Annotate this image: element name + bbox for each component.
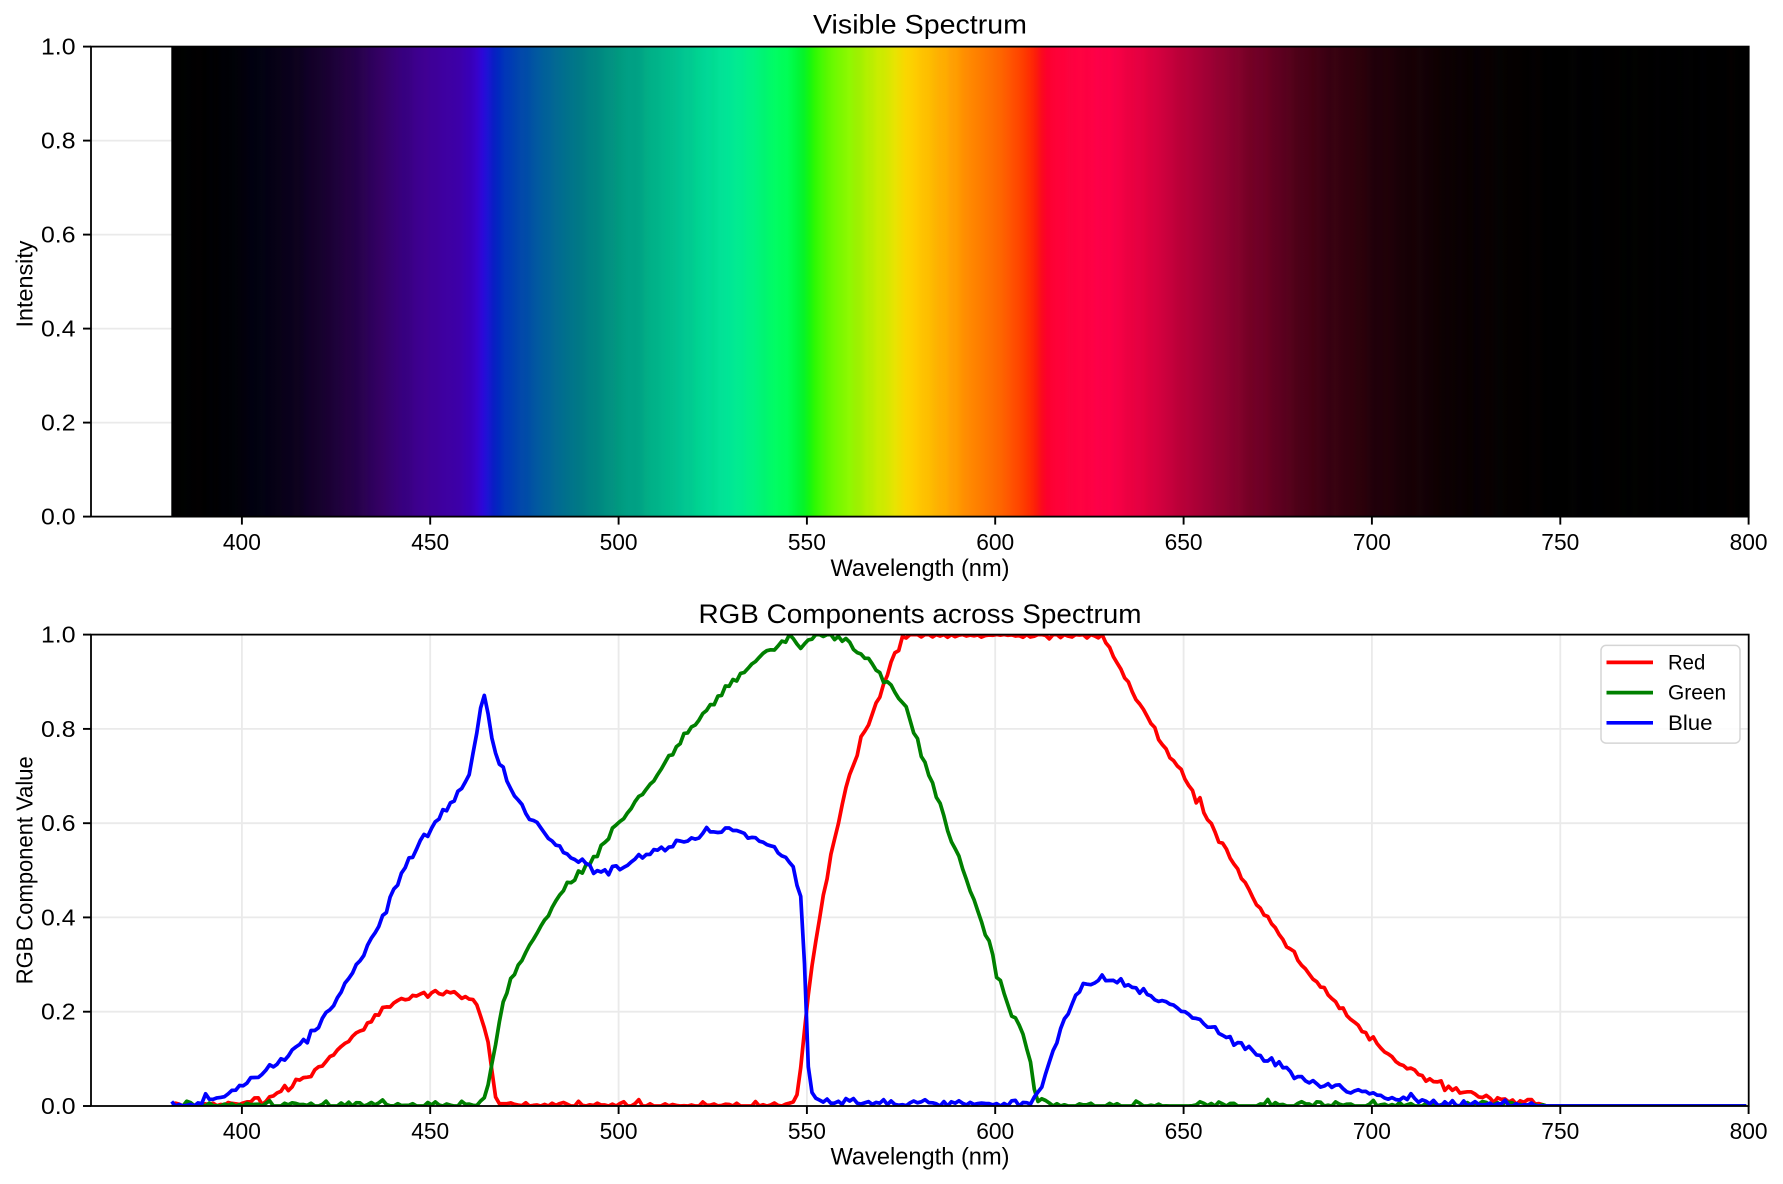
svg-text:450: 450 [411,1118,449,1144]
svg-text:0.2: 0.2 [41,410,76,436]
svg-text:0.6: 0.6 [41,222,76,248]
svg-text:400: 400 [223,1118,261,1144]
svg-text:RGB Components across Spectrum: RGB Components across Spectrum [699,599,1142,629]
svg-text:1.0: 1.0 [41,622,76,648]
svg-text:600: 600 [976,1118,1014,1144]
svg-text:700: 700 [1353,1118,1391,1144]
svg-text:400: 400 [223,529,261,555]
svg-text:0.2: 0.2 [41,999,76,1025]
svg-text:0.0: 0.0 [41,504,76,530]
svg-text:750: 750 [1541,1118,1579,1144]
svg-text:0.4: 0.4 [41,904,76,930]
svg-text:550: 550 [788,1118,826,1144]
svg-text:0.8: 0.8 [41,716,76,742]
svg-text:650: 650 [1165,529,1203,555]
svg-text:700: 700 [1353,529,1391,555]
svg-text:500: 500 [600,529,638,555]
svg-text:0.4: 0.4 [41,316,76,342]
svg-text:450: 450 [411,529,449,555]
svg-text:650: 650 [1165,1118,1203,1144]
svg-text:550: 550 [788,529,826,555]
svg-text:Intensity: Intensity [12,240,38,328]
svg-text:Red: Red [1668,652,1705,675]
svg-text:1.0: 1.0 [41,34,76,60]
svg-text:0.0: 0.0 [41,1093,76,1119]
svg-text:Wavelength (nm): Wavelength (nm) [831,1144,1010,1171]
svg-text:Blue: Blue [1668,712,1713,735]
svg-text:RGB Component Value: RGB Component Value [12,756,38,984]
svg-text:0.8: 0.8 [41,128,76,154]
svg-text:800: 800 [1730,1118,1768,1144]
svg-text:600: 600 [976,529,1014,555]
svg-text:750: 750 [1541,529,1579,555]
svg-text:Wavelength (nm): Wavelength (nm) [831,555,1010,582]
svg-text:Visible Spectrum: Visible Spectrum [813,9,1027,39]
svg-text:Green: Green [1668,682,1726,705]
svg-text:0.6: 0.6 [41,810,76,836]
svg-text:800: 800 [1730,529,1768,555]
svg-text:500: 500 [600,1118,638,1144]
